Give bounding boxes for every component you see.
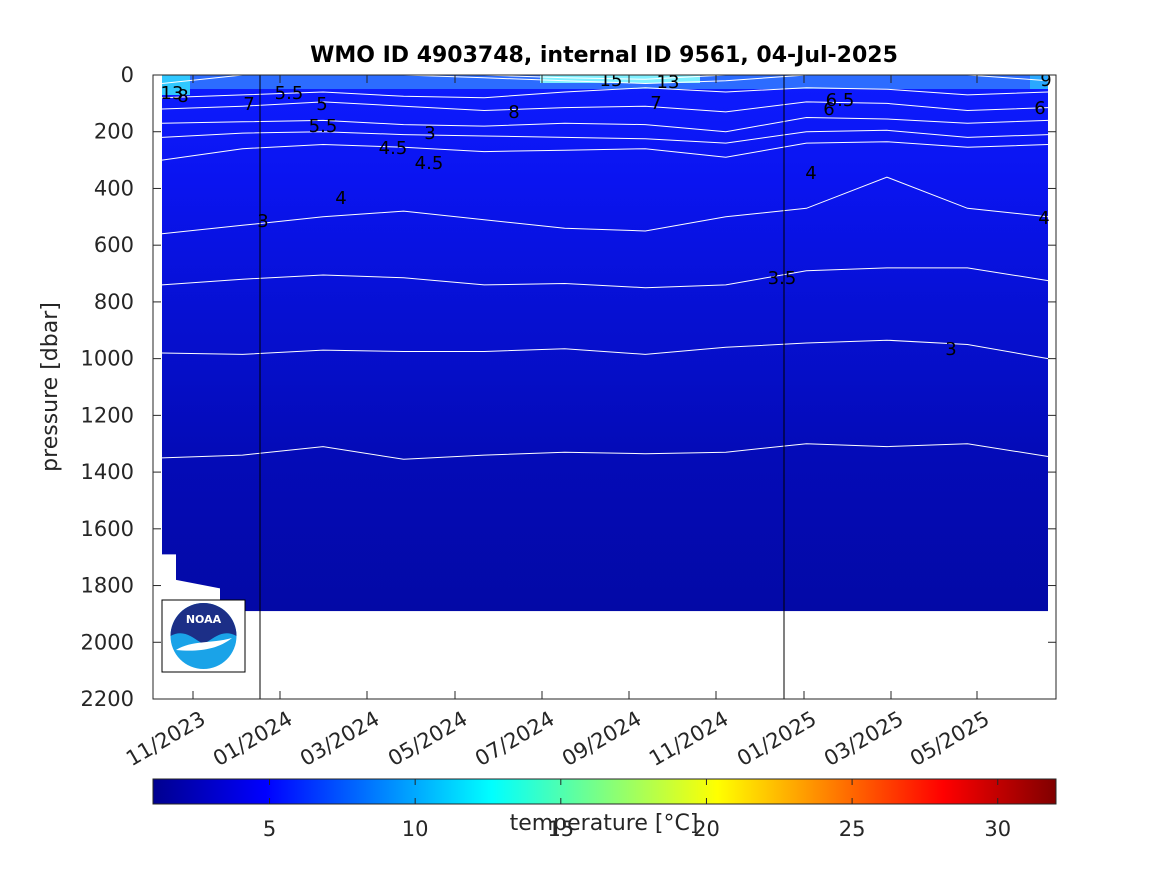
contour-label: 15 [600, 70, 623, 91]
x-tick-label: 03/2024 [296, 707, 384, 771]
y-tick-label: 1200 [81, 403, 134, 427]
x-tick-label: 01/2024 [209, 707, 297, 771]
field-warm-right [1030, 75, 1048, 89]
contour-8 [161, 87, 1049, 99]
x-tick-label: 01/2025 [733, 707, 821, 771]
y-tick-label: 1000 [81, 347, 134, 371]
x-tick-label: 11/2024 [645, 707, 733, 771]
colorbar-tick-label: 30 [984, 817, 1011, 841]
y-tick-label: 800 [94, 290, 134, 314]
contour-label: 3 [424, 123, 435, 144]
contour-label: 6 [823, 99, 834, 120]
y-tick-label: 1800 [81, 574, 134, 598]
y-tick-label: 2200 [81, 687, 134, 711]
contour-13 [161, 75, 1049, 85]
field-warm-left [162, 75, 190, 95]
contour-label: 3.5 [768, 268, 797, 289]
contour-label: 7 [650, 93, 661, 114]
contour-7 [161, 101, 1049, 113]
colorbar-tick-label: 10 [402, 817, 429, 841]
contour-label: 5.5 [275, 83, 304, 104]
contour-label: 6.5 [826, 90, 855, 111]
contour-6 [161, 116, 1049, 133]
axes-box [152, 74, 1057, 700]
colorbar-tick-label: 15 [547, 817, 574, 841]
contour-5 [161, 141, 1049, 161]
colorbar-label: temperature [°C] [510, 811, 699, 836]
y-axis-label: pressure [dbar] [38, 302, 63, 472]
x-tick-label: 07/2024 [471, 707, 559, 771]
contour-label: 13 [161, 83, 184, 104]
contour-4.5 [161, 176, 1049, 235]
contour-lines [161, 75, 1049, 460]
contour-label: 5 [316, 94, 327, 115]
svg-text:NOAA: NOAA [186, 613, 222, 626]
contour-label: 13 [657, 72, 680, 93]
x-tick-label: 05/2025 [906, 707, 994, 771]
y-tick-label: 400 [94, 176, 134, 200]
temperature-field [162, 75, 1048, 699]
contour-5.5 [161, 129, 1049, 144]
x-tick-label: 11/2023 [122, 707, 210, 771]
contour-label: 6 [1034, 98, 1045, 119]
contour-label: 8 [508, 102, 519, 123]
contour-label: 3 [945, 339, 956, 360]
date-markers [259, 75, 785, 699]
colorbar: 5 10 15 20 25 30 temperature [°C] [152, 778, 1057, 841]
colorbar-ticks: 5 10 15 20 25 30 [263, 779, 1011, 841]
x-tick-label: 03/2025 [820, 707, 908, 771]
colorbar-tick-label: 5 [263, 817, 276, 841]
y-tick-label: 1400 [81, 460, 134, 484]
y-tick-label: 600 [94, 233, 134, 257]
contour-label: 7 [243, 94, 254, 115]
contour-label: 3 [257, 211, 268, 232]
contour-4 [161, 267, 1049, 289]
y-tick-label: 2000 [81, 630, 134, 654]
contour-label: 8 [177, 86, 188, 107]
contour-label: 4.5 [415, 153, 444, 174]
y-axis: 0 200 400 600 800 1000 1200 1400 1600 1800 2000 220… [81, 63, 1056, 711]
contour-label: 4 [335, 188, 346, 209]
contour-3.5 [161, 339, 1049, 360]
colorbar-bar [152, 778, 1057, 805]
y-tick-label: 0 [121, 63, 134, 87]
contour-label: 9 [1040, 70, 1051, 91]
colorbar-tick-label: 25 [839, 817, 866, 841]
y-tick-label: 1600 [81, 517, 134, 541]
contour-15 [162, 75, 1048, 80]
contour-label: 5.5 [309, 116, 338, 137]
contour-label: 4 [805, 163, 816, 184]
contour-label: 4.5 [379, 138, 408, 159]
chart-title: WMO ID 4903748, internal ID 9561, 04-Jul… [310, 43, 898, 68]
noaa-logo: NOAA [161, 599, 246, 673]
field-body [162, 75, 1048, 612]
contour-3 [161, 443, 1049, 460]
y-tick-label: 200 [94, 120, 134, 144]
x-tick-label: 05/2024 [384, 707, 472, 771]
colorbar-tick-label: 20 [693, 817, 720, 841]
contour-label: 4 [1038, 208, 1049, 229]
x-tick-label: 09/2024 [558, 707, 646, 771]
